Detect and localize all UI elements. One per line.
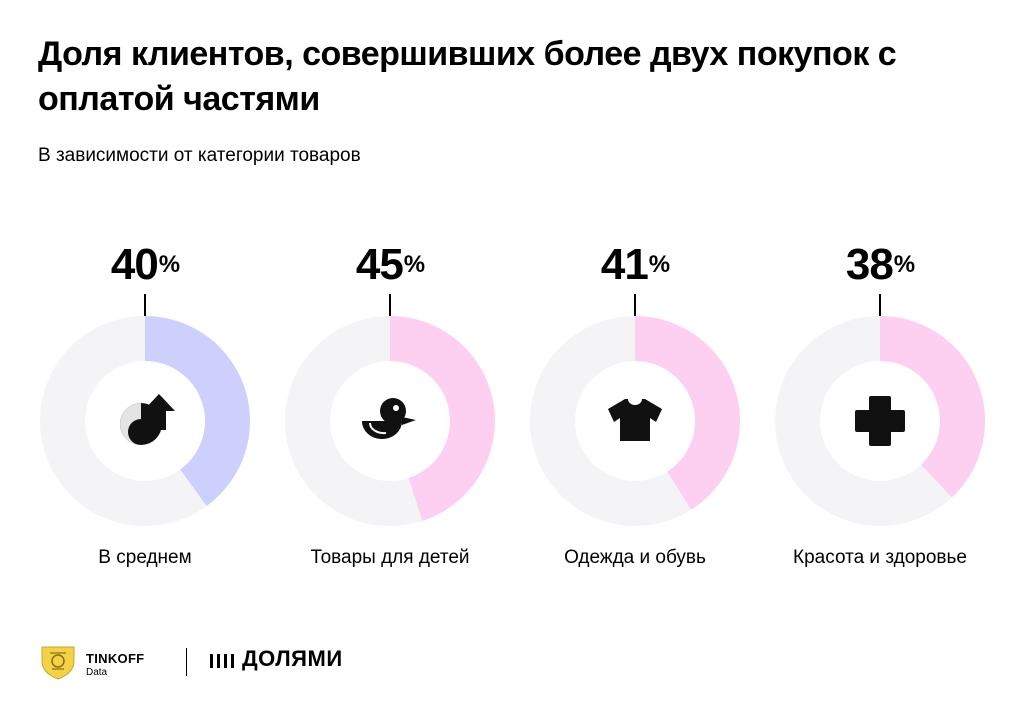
chart-title: Доля клиентов, совершивших более двух по… xyxy=(38,35,897,118)
arrow-swirl-icon xyxy=(120,394,175,445)
brand-subtitle: Data xyxy=(86,667,108,678)
value-label: 40% xyxy=(110,240,180,289)
donut-segment xyxy=(634,316,740,510)
value-label: 41% xyxy=(600,240,670,289)
tshirt-icon xyxy=(608,399,662,441)
value-tick xyxy=(879,294,881,330)
category-label: Красота и здоровье xyxy=(793,547,967,568)
value-label: 38% xyxy=(845,240,915,289)
donut-chart xyxy=(40,316,250,526)
donut-chart xyxy=(285,316,495,526)
footer-divider xyxy=(186,648,187,676)
partner-logo-text: ДОЛЯМИ xyxy=(242,646,343,671)
value-tick xyxy=(389,294,391,330)
brand-name: TINKOFF xyxy=(86,651,145,666)
value-tick xyxy=(144,294,146,330)
donut-segment xyxy=(144,316,250,506)
dolyami-bars-icon xyxy=(210,654,234,668)
donut-panel-beauty: 38% Красота и здоровье xyxy=(765,232,995,582)
duck-toy-icon xyxy=(362,398,416,439)
donut-chart xyxy=(775,316,985,526)
category-label: Одежда и обувь xyxy=(564,547,706,568)
value-tick xyxy=(634,294,636,330)
donut-chart xyxy=(530,316,740,526)
donut-panel-clothes: 41% Одежда и обувь xyxy=(520,232,750,582)
value-label: 45% xyxy=(355,240,425,289)
category-label: В среднем xyxy=(98,547,192,568)
tinkoff-shield-icon xyxy=(41,646,75,680)
donut-segment xyxy=(879,316,985,498)
donut-panel-average: 40% В среднем xyxy=(30,232,260,582)
donut-panel-kids: 45% Товары для детей xyxy=(275,232,505,582)
donut-segment xyxy=(389,316,495,521)
medical-cross-icon xyxy=(855,396,905,446)
chart-subtitle: В зависимости от категории товаров xyxy=(38,145,361,166)
category-label: Товары для детей xyxy=(310,547,470,568)
